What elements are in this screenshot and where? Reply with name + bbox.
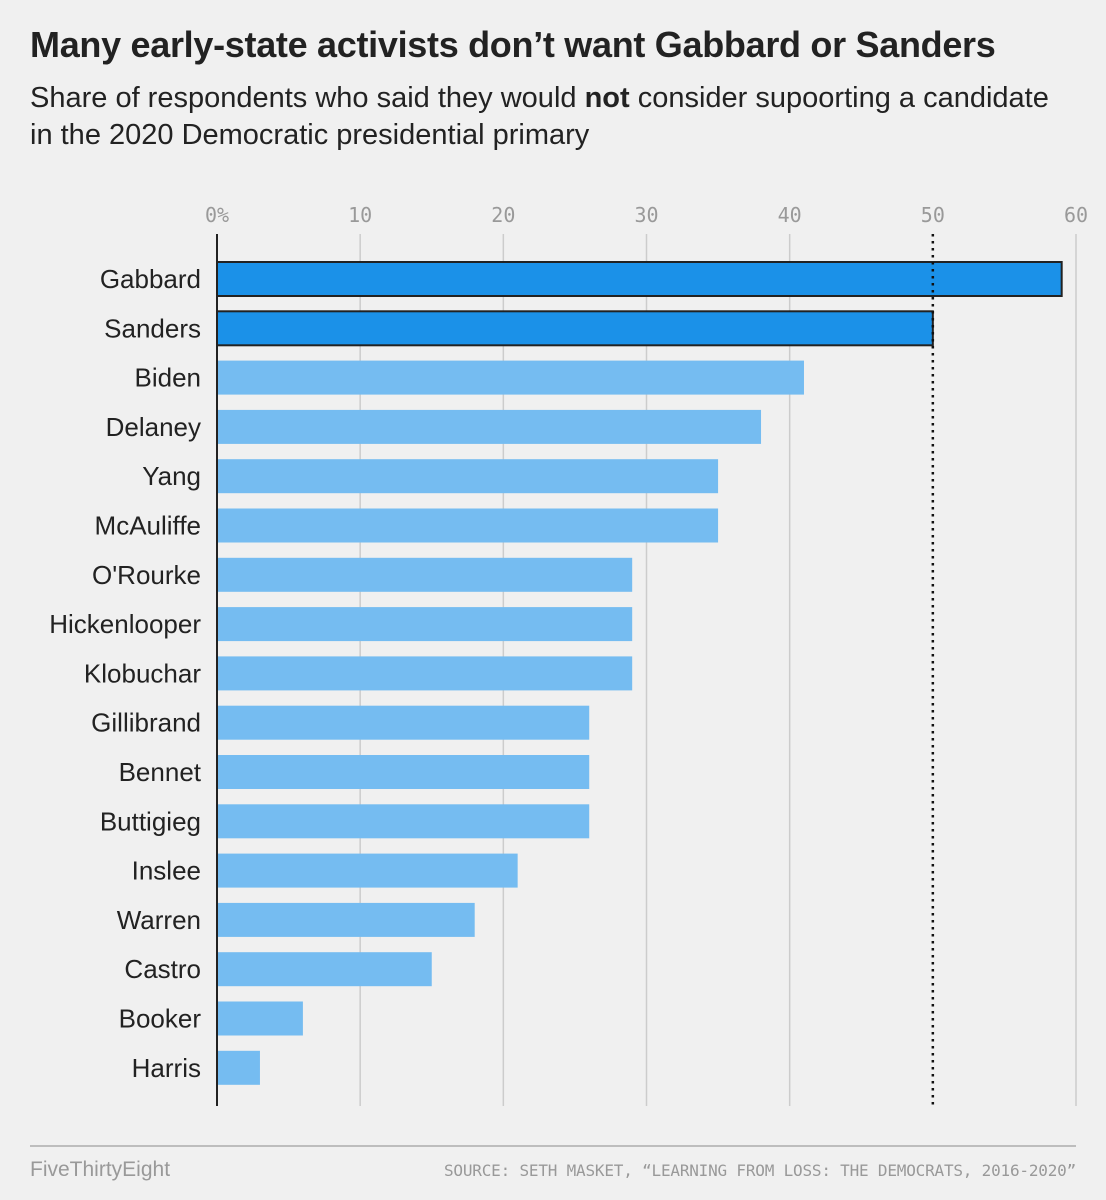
category-label: Yang	[142, 461, 201, 491]
category-label: Bennet	[119, 757, 202, 787]
bar-orourke	[217, 557, 633, 592]
bar-biden	[217, 360, 804, 395]
x-tick-label: 10	[348, 203, 372, 227]
category-label: Castro	[124, 954, 201, 984]
bar-gillibrand	[217, 705, 590, 740]
bar-inslee	[217, 853, 518, 888]
bar-yang	[217, 459, 719, 494]
bars	[216, 261, 1063, 1085]
bar-gabbard	[216, 261, 1063, 297]
category-label: Biden	[135, 363, 202, 393]
category-label: Delaney	[106, 412, 201, 442]
subtitle-text-end: consider supoorting a candidate in the 2…	[30, 82, 1049, 151]
bar-castro	[217, 952, 432, 987]
bar-chart: 0% 10 20 30 40 50 60 Gabbard Sanders Biden Delane…	[49, 203, 1088, 1106]
x-tick-label: 60	[1064, 203, 1088, 227]
category-label: Gillibrand	[91, 708, 201, 738]
chart-title: Many early-state activists don’t want Ga…	[30, 24, 996, 65]
bar-warren	[217, 902, 475, 937]
category-label: Sanders	[104, 313, 201, 343]
subtitle-text-start: Share of respondents who said they would	[30, 82, 585, 114]
x-tick-label: 0%	[205, 203, 229, 227]
bar-harris	[217, 1050, 260, 1085]
bar-booker	[217, 1001, 303, 1036]
bar-sanders	[216, 310, 934, 347]
x-tick-label: 40	[778, 203, 802, 227]
bar-delaney	[217, 409, 762, 444]
category-label: Gabbard	[100, 264, 201, 294]
chart-subtitle: Share of respondents who said they would…	[30, 80, 1070, 154]
x-tick-label: 20	[491, 203, 515, 227]
category-label: McAuliffe	[95, 511, 201, 541]
brand-logo-text: FiveThirtyEight	[30, 1158, 171, 1181]
x-tick-label: 30	[634, 203, 658, 227]
source-note: SOURCE: SETH MASKET, “LEARNING FROM LOSS…	[444, 1161, 1076, 1180]
bar-mcauliffe	[217, 508, 719, 543]
category-label: Warren	[117, 905, 201, 935]
category-label: Booker	[119, 1004, 202, 1034]
x-tick-label: 50	[921, 203, 945, 227]
footer-divider	[30, 1145, 1076, 1147]
category-label: Klobuchar	[84, 658, 201, 688]
category-label: O'Rourke	[92, 560, 201, 590]
category-labels: Gabbard Sanders Biden Delaney Yang McAuliffe O…	[49, 264, 202, 1083]
bar-hickenlooper	[217, 607, 633, 642]
bar-buttigieg	[217, 804, 590, 839]
bar-bennet	[217, 755, 590, 789]
category-label: Harris	[132, 1053, 201, 1083]
axis: 0% 10 20 30 40 50 60	[205, 203, 1088, 1106]
category-label: Hickenlooper	[49, 609, 201, 639]
subtitle-emphasis: not	[584, 82, 630, 114]
category-label: Buttigieg	[100, 806, 201, 836]
bar-klobuchar	[217, 656, 633, 691]
category-label: Inslee	[132, 856, 201, 886]
